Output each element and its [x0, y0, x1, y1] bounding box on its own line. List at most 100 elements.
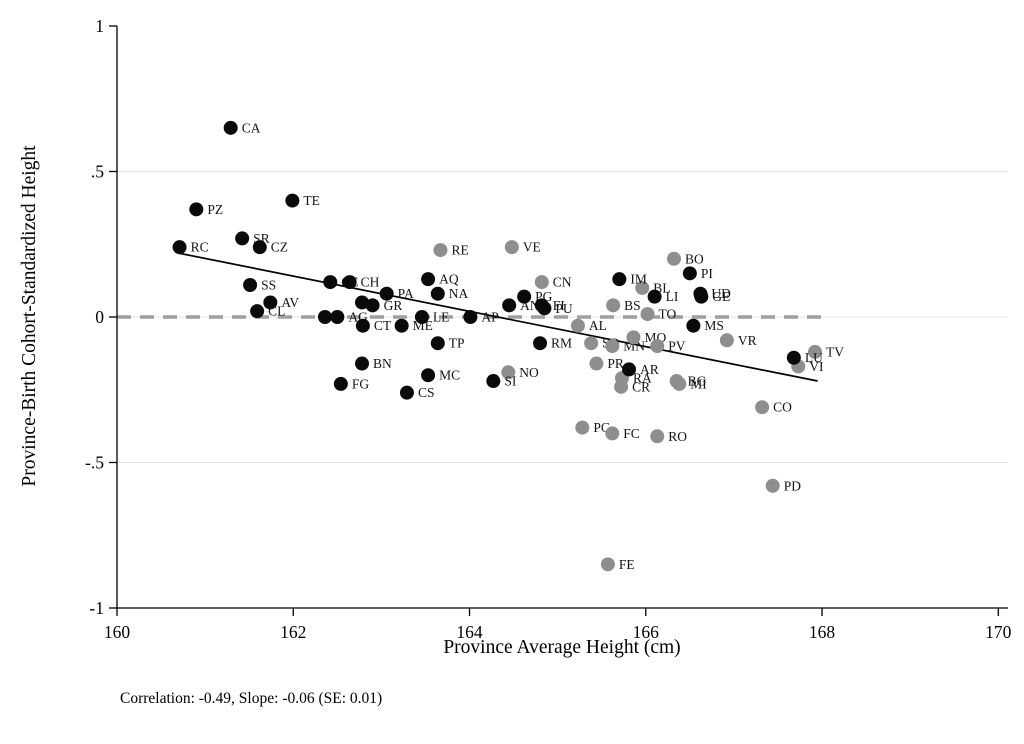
point-label-FG: FG [352, 376, 370, 391]
point-label-FC: FC [623, 426, 640, 441]
data-point-IM [612, 272, 627, 287]
point-label-RA: RA [633, 371, 652, 386]
data-point-unlabeled [355, 295, 370, 310]
y-tick-label-.5: .5 [91, 162, 104, 182]
point-label-AR: AR [640, 362, 659, 377]
point-label-CZ: CZ [271, 240, 288, 255]
point-label-BO: BO [685, 251, 704, 266]
data-point-PV [650, 339, 665, 354]
data-point-CE [323, 275, 338, 290]
x-tick-label-168: 168 [809, 622, 836, 642]
point-label-NA: NA [449, 286, 469, 301]
data-point-AR [622, 362, 637, 377]
x-tick-label-170: 170 [985, 622, 1012, 642]
x-tick-label-162: 162 [280, 622, 306, 642]
point-label-MC: MC [439, 368, 460, 383]
point-label-GE: GE [712, 289, 730, 304]
point-label-BN: BN [373, 356, 392, 371]
data-point-LI [647, 289, 662, 304]
point-label-RM: RM [551, 336, 572, 351]
point-label-VI: VI [809, 359, 824, 374]
data-point-CH [342, 275, 357, 290]
data-point-AV [263, 295, 278, 310]
point-label-AP: AP [481, 310, 498, 325]
point-label-SS: SS [261, 277, 276, 292]
data-point-AP [463, 310, 478, 324]
data-point-AN [502, 298, 517, 313]
data-point-BS [606, 298, 621, 313]
data-point-ME [394, 318, 409, 333]
point-label-CS: CS [418, 385, 435, 400]
point-label-FI: FI [553, 298, 566, 313]
data-point-RC [172, 240, 187, 255]
y-tick-label-1: 1 [95, 16, 104, 36]
data-point-SI [486, 374, 501, 389]
point-label-PZ: PZ [207, 202, 223, 217]
data-point-RO [650, 429, 665, 444]
data-point-MC [421, 368, 436, 383]
point-label-TO: TO [659, 307, 677, 322]
point-label-LI: LI [666, 289, 679, 304]
point-label-CA: CA [242, 120, 261, 135]
data-point-VE [504, 240, 519, 255]
data-point-AG [330, 310, 345, 324]
y-axis-title: Province-Birth Cohort-Standardized Heigh… [19, 145, 40, 487]
point-label-MI: MI [690, 376, 707, 391]
data-point-PA [379, 286, 394, 301]
x-axis-title: Province Average Height (cm) [443, 637, 681, 658]
data-point-PR [589, 356, 604, 371]
data-point-PI [682, 266, 697, 281]
point-label-PD: PD [784, 478, 802, 493]
data-point-NO [501, 365, 516, 380]
point-label-CH: CH [361, 275, 380, 290]
data-point-BL [635, 280, 650, 295]
data-point-RE [433, 243, 448, 258]
point-label-PR: PR [607, 356, 624, 371]
data-point-TO [640, 307, 655, 322]
point-label-PA: PA [398, 286, 414, 301]
point-label-RC: RC [191, 240, 209, 255]
point-label-LE: LE [433, 310, 450, 325]
data-point-PC [575, 420, 590, 435]
data-point-PD [765, 478, 780, 493]
data-point-TE [285, 193, 300, 208]
x-tick-label-164: 164 [456, 622, 483, 642]
point-label-RO: RO [668, 429, 687, 444]
point-label-PV: PV [668, 339, 686, 354]
data-point-CL [250, 304, 265, 319]
point-label-UD: UD [711, 286, 731, 301]
data-point-CT [355, 318, 370, 333]
point-label-SI: SI [504, 374, 517, 389]
point-label-AL: AL [589, 318, 607, 333]
point-label-BS: BS [624, 298, 641, 313]
data-point-AQ [421, 272, 436, 287]
point-label-TV: TV [826, 344, 844, 359]
data-point-MS [686, 318, 701, 333]
data-point-PG [517, 289, 532, 304]
data-point-CO [755, 400, 770, 415]
data-point-FG [333, 376, 348, 391]
data-point-CR [614, 379, 629, 394]
data-point-BO [666, 251, 681, 266]
x-tick-label-160: 160 [104, 622, 131, 642]
data-point-unlabeled [317, 310, 332, 324]
point-label-IM: IM [630, 272, 647, 287]
data-point-MO [626, 330, 641, 345]
point-label-VR: VR [738, 333, 757, 348]
data-point-PU [537, 301, 552, 316]
data-point-GE [694, 289, 709, 304]
point-label-CL: CL [268, 304, 285, 319]
point-label-CO: CO [773, 400, 792, 415]
point-label-PI: PI [701, 266, 714, 281]
point-label-FE: FE [619, 557, 635, 572]
point-label-VE: VE [523, 240, 541, 255]
point-label-CN: CN [553, 275, 572, 290]
point-label-CR: CR [632, 379, 650, 394]
data-point-CN [534, 275, 549, 290]
data-point-TV [807, 344, 822, 359]
y-tick-label--1: -1 [89, 598, 104, 618]
point-label-TE: TE [303, 193, 320, 208]
point-label-AV: AV [281, 295, 299, 310]
